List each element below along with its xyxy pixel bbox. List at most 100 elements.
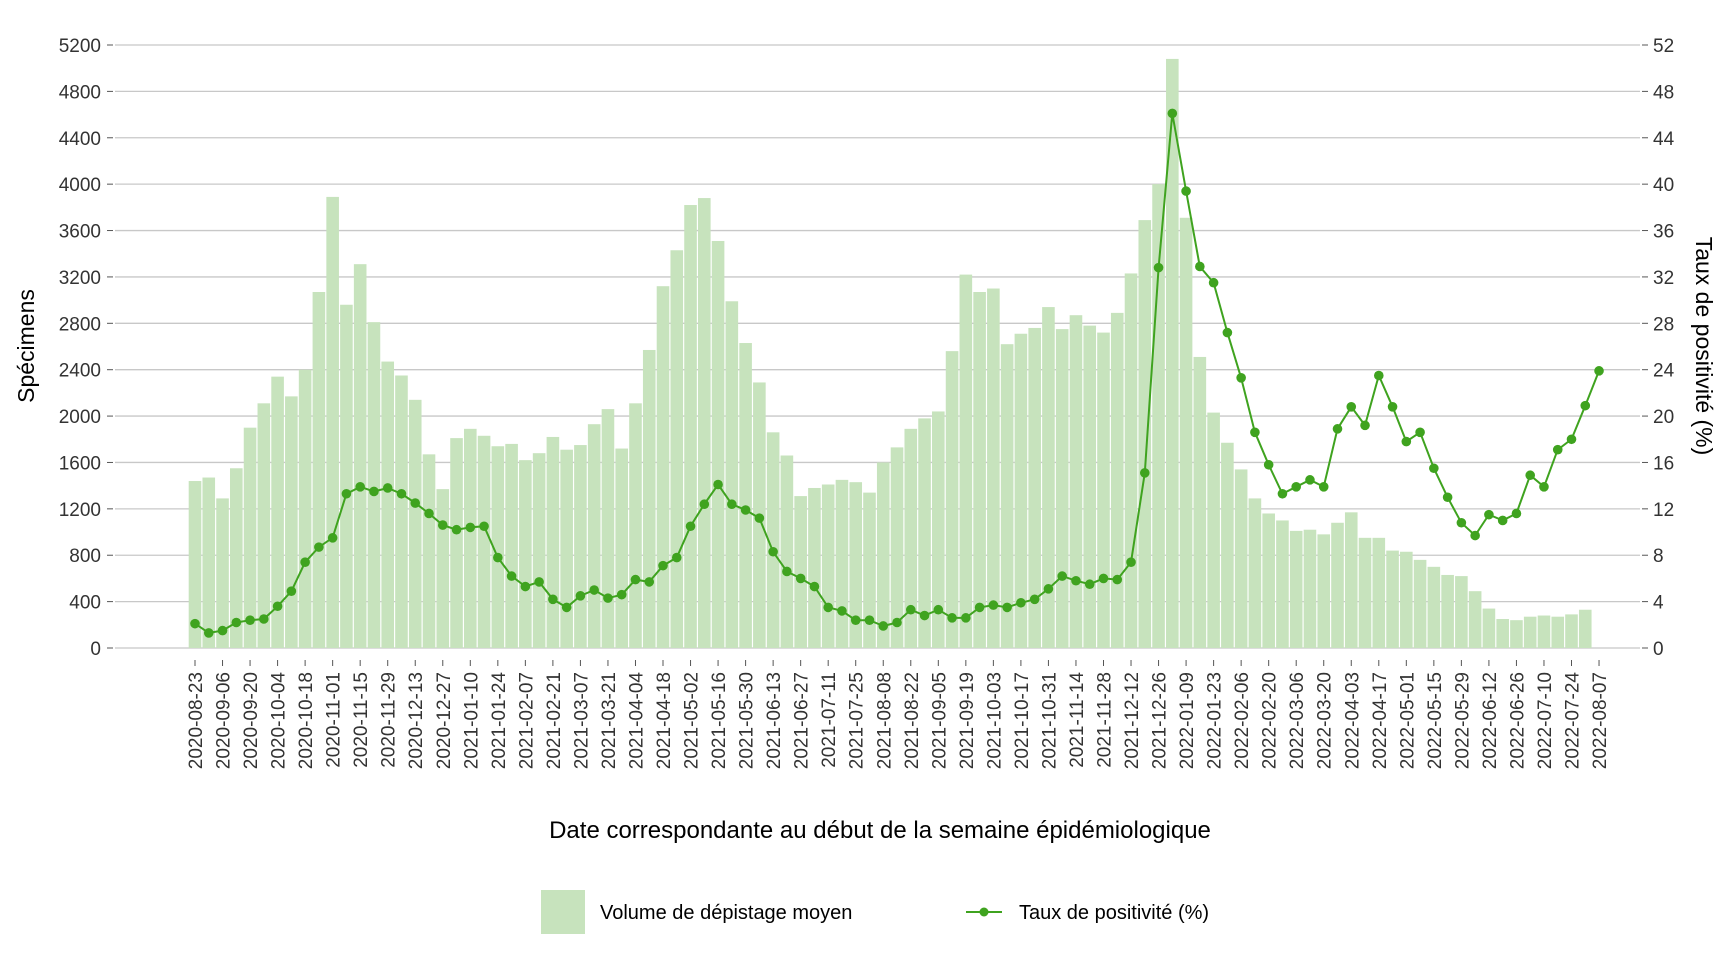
- bar: [367, 322, 381, 648]
- bar: [505, 443, 518, 648]
- y-tick-label: 3600: [59, 222, 101, 243]
- x-tick-label: 2021-06-27: [792, 672, 813, 769]
- x-tick-label: 2021-07-11: [819, 672, 840, 768]
- bar: [1000, 344, 1014, 648]
- positivity-point: [1525, 470, 1536, 481]
- positivity-point: [1346, 402, 1357, 412]
- bar: [546, 436, 560, 648]
- x-tick-label: 2021-04-18: [654, 672, 675, 769]
- positivity-point: [506, 571, 517, 581]
- bar: [987, 288, 1000, 648]
- bar: [1413, 559, 1427, 648]
- bar: [821, 484, 835, 648]
- bar: [285, 396, 298, 648]
- positivity-point: [1318, 482, 1329, 492]
- x-tick-label: 2022-02-20: [1260, 672, 1281, 769]
- bar: [1248, 498, 1262, 648]
- y-axis-title: Spécimens: [13, 289, 39, 403]
- x-tick-label: 2021-01-10: [461, 672, 482, 769]
- x-tick-label: 2022-02-06: [1232, 672, 1253, 769]
- x-axis-title: Date correspondante au début de la semai…: [549, 817, 1211, 844]
- bar: [574, 445, 587, 648]
- positivity-point: [1126, 557, 1136, 567]
- positivity-point: [1332, 424, 1343, 434]
- positivity-point: [341, 488, 352, 499]
- bar: [945, 351, 959, 648]
- bar: [973, 291, 986, 648]
- x-tick-label: 2022-05-01: [1397, 672, 1418, 769]
- positivity-point: [1373, 370, 1384, 381]
- y2-tick-label: 44: [1653, 129, 1675, 150]
- positivity-point: [768, 546, 778, 557]
- bar: [464, 428, 477, 648]
- positivity-point: [1167, 108, 1178, 119]
- bar: [1537, 615, 1551, 648]
- positivity-point: [1291, 482, 1301, 492]
- positivity-point: [1566, 434, 1577, 445]
- positivity-point: [575, 591, 586, 601]
- bar: [780, 455, 794, 648]
- bar: [656, 286, 670, 648]
- positivity-point: [837, 606, 847, 616]
- bar: [229, 468, 243, 648]
- x-tick-label: 2022-01-23: [1205, 672, 1226, 769]
- positivity-point: [369, 486, 379, 497]
- bar: [1152, 184, 1165, 648]
- bar: [1303, 529, 1317, 648]
- bar: [642, 349, 656, 648]
- bar: [395, 375, 408, 648]
- y2-tick-label: 52: [1653, 36, 1674, 57]
- bar: [1124, 273, 1138, 648]
- bar: [436, 489, 450, 648]
- positivity-point: [203, 628, 214, 638]
- y-tick-label: 5200: [59, 36, 101, 57]
- positivity-point: [1236, 373, 1246, 383]
- bar: [601, 409, 615, 648]
- positivity-point: [1497, 515, 1508, 526]
- bar: [422, 454, 436, 648]
- y-tick-label: 2000: [59, 407, 101, 428]
- x-tick-label: 2021-12-26: [1150, 672, 1171, 769]
- bar: [932, 411, 945, 648]
- bar: [1551, 616, 1565, 648]
- positivity-point: [479, 521, 489, 532]
- positivity-point: [1112, 574, 1123, 585]
- bar: [739, 343, 752, 648]
- positivity-point: [864, 615, 875, 625]
- y2-tick-label: 32: [1653, 268, 1674, 289]
- y-tick-label: 4400: [59, 129, 101, 150]
- bar: [408, 399, 422, 648]
- positivity-point: [231, 617, 242, 628]
- y2-tick-label: 40: [1653, 175, 1674, 196]
- positivity-point: [878, 621, 889, 631]
- positivity-point: [1429, 463, 1439, 474]
- x-tick-label: 2021-06-13: [764, 672, 785, 769]
- positivity-point: [671, 552, 682, 563]
- x-tick-label: 2020-12-13: [406, 672, 427, 769]
- bar: [1110, 312, 1124, 648]
- bar: [1482, 608, 1496, 648]
- y-tick-label: 3200: [59, 268, 101, 289]
- bar: [1097, 332, 1110, 648]
- positivity-point: [355, 482, 365, 492]
- x-tick-label: 2021-02-07: [516, 672, 537, 769]
- positivity-point: [396, 488, 407, 499]
- positivity-point: [1057, 571, 1067, 581]
- positivity-point: [493, 552, 503, 563]
- x-tick-label: 2022-03-20: [1315, 672, 1336, 769]
- bar: [587, 424, 601, 648]
- bar: [918, 418, 931, 648]
- positivity-point: [782, 566, 792, 577]
- x-tick-label: 2020-10-18: [296, 672, 317, 769]
- bar: [243, 427, 257, 648]
- x-tick-label: 2021-02-21: [544, 672, 565, 769]
- x-tick-label: 2022-04-17: [1370, 672, 1391, 769]
- bar: [1014, 333, 1028, 648]
- bar-series: [188, 58, 1592, 649]
- x-tick-label: 2021-10-31: [1039, 672, 1060, 769]
- positivity-point: [190, 618, 200, 629]
- x-tick-label: 2022-01-09: [1177, 672, 1198, 769]
- bar: [890, 447, 904, 648]
